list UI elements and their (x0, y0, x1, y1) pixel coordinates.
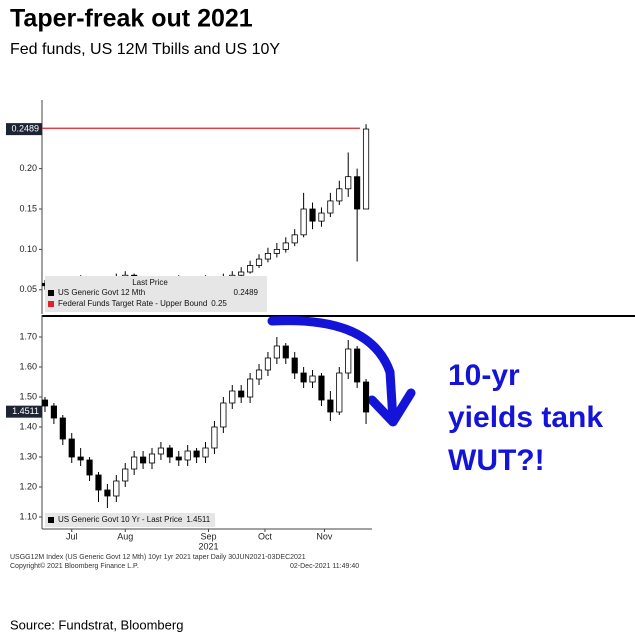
x-year-label: 2021 (198, 541, 218, 551)
candle-body (264, 357, 272, 371)
candle-body (300, 208, 307, 236)
candle-body (193, 450, 200, 458)
candle-body (345, 176, 352, 190)
candle-body (77, 456, 84, 461)
legend-label: US Generic Govt 12 Mth (58, 288, 145, 297)
candle-body (68, 438, 75, 458)
legend-value: 1.4511 (186, 515, 210, 524)
subtitle: Fed funds, US 12M Tbills and US 10Y (10, 41, 280, 58)
candle-body (291, 357, 298, 374)
candle-body (140, 456, 147, 464)
candle-body (318, 212, 325, 222)
title: Taper-freak out 2021 (10, 5, 253, 33)
candle-body (202, 447, 209, 458)
footer: 02-Dec-2021 11:49:40 (290, 563, 359, 570)
candle-body (41, 399, 49, 407)
x-tick-label: Oct (258, 531, 273, 541)
legend-box (45, 513, 215, 527)
candle-body (229, 390, 236, 404)
x-tick-label: Sep (200, 531, 216, 541)
candle-body (157, 447, 164, 455)
legend-swatch (48, 290, 54, 296)
candle-body (220, 402, 227, 428)
source: Source: Fundstrat, Bloomberg (10, 617, 183, 632)
arrow-head (367, 388, 416, 427)
candle-body (362, 381, 370, 413)
x-tick-label: Jul (66, 531, 78, 541)
y-tick-label: 0.10 (19, 244, 37, 254)
legend-value: 0.2489 (234, 288, 259, 297)
annotation: WUT?! (448, 444, 545, 477)
candle-body (131, 456, 138, 470)
y-tick-label: 1.70 (19, 331, 37, 341)
annotation: 10-yr (448, 359, 520, 392)
candle-body (255, 369, 263, 380)
candle-body (166, 447, 173, 458)
candle-body (238, 271, 245, 276)
legend-box (45, 276, 267, 312)
candle-body (282, 242, 289, 250)
candle-body (95, 474, 102, 491)
candle-body (247, 378, 254, 398)
candle-body (300, 372, 307, 383)
candle-body (354, 348, 361, 383)
candle-body (238, 390, 245, 398)
candle-body (264, 253, 272, 260)
footer: Copyright© 2021 Bloomberg Finance L.P. (10, 562, 139, 570)
y-tick-label: 1.30 (19, 451, 37, 461)
candle-body (184, 450, 191, 461)
legend-swatch (48, 301, 54, 307)
candle-body (336, 372, 343, 413)
footer: USGG12M Index (US Generic Govt 12 Mth) 1… (10, 554, 306, 561)
candle-body (122, 468, 129, 482)
candle-body (362, 128, 370, 210)
candle-body (247, 265, 254, 273)
legend-header: Last Price (132, 278, 168, 287)
candle-body (255, 258, 263, 266)
last-price-box (6, 123, 42, 136)
candle-body (354, 176, 361, 210)
last-price-box (6, 405, 42, 418)
y-tick-label: 1.20 (19, 481, 37, 491)
candle-body (309, 375, 316, 383)
candle-body (327, 200, 334, 214)
candle-body (291, 234, 298, 244)
y-tick-label: 0.05 (19, 284, 37, 294)
candle-body (50, 405, 57, 419)
last-price-label: 0.2489 (11, 123, 39, 133)
candle-body (211, 426, 218, 449)
y-tick-label: 0.20 (19, 163, 37, 173)
legend-label: Federal Funds Target Rate - Upper Bound (58, 299, 207, 308)
legend-value: 0.25 (211, 299, 227, 308)
candle-body (113, 480, 120, 497)
legend-label: US Generic Govt 10 Yr - Last Price (58, 515, 183, 524)
arrow (267, 316, 398, 425)
candle-body (273, 248, 280, 254)
candle-body (327, 399, 334, 413)
y-tick-label: 1.50 (19, 391, 37, 401)
y-tick-label: 1.10 (19, 511, 37, 521)
candle-body (175, 456, 182, 461)
candle-body (104, 489, 111, 497)
candle-body (273, 345, 280, 359)
candle-body (345, 348, 352, 374)
y-tick-label: 1.40 (19, 421, 37, 431)
last-price-label: 1.4511 (12, 406, 39, 416)
annotation: yields tank (448, 401, 603, 434)
y-tick-label: 1.60 (19, 361, 37, 371)
candle-body (318, 375, 325, 401)
candle-body (59, 417, 66, 440)
candle-body (282, 345, 289, 359)
x-tick-label: Nov (316, 531, 333, 541)
candle-body (336, 188, 343, 202)
y-tick-label: 0.15 (19, 203, 37, 213)
candle-body (86, 459, 93, 476)
legend-swatch (48, 517, 54, 523)
candle-body (309, 208, 316, 222)
candle-body (148, 453, 156, 464)
x-tick-label: Aug (117, 531, 133, 541)
